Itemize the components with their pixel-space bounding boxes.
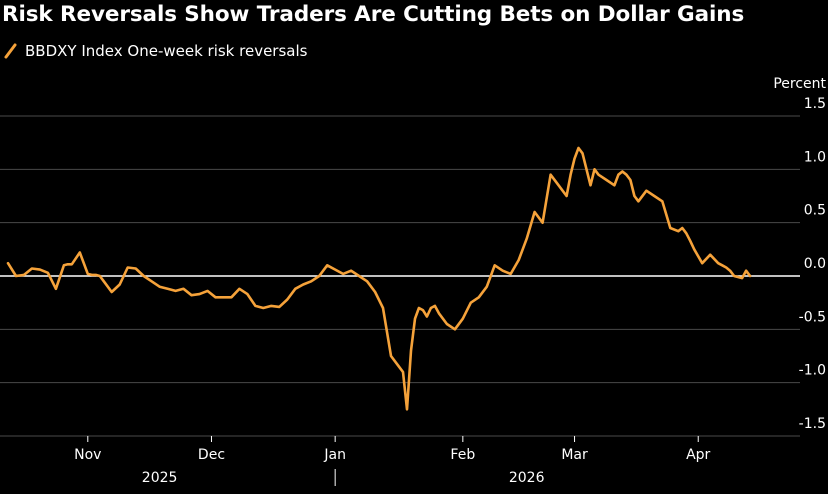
x-year-label: 2026 — [509, 470, 545, 486]
y-tick-label: -0.5 — [799, 309, 826, 325]
x-year-label: 2025 — [142, 470, 178, 486]
x-tick-label: Feb — [450, 447, 475, 463]
legend-swatch-line — [4, 43, 17, 59]
y-tick-label: -1.0 — [799, 363, 826, 379]
y-axis-unit-label: Percent — [773, 76, 826, 92]
y-tick-label: 0.5 — [804, 203, 826, 219]
y-axis-tick-labels: 1.5 1.0 0.5 0.0 -0.5 -1.0 -1.5 — [799, 96, 826, 432]
legend: BBDXY Index One-week risk reversals — [4, 42, 307, 60]
chart-title: Risk Reversals Show Traders Are Cutting … — [2, 2, 745, 27]
y-tick-label: 0.0 — [804, 256, 826, 272]
legend-swatch-icon — [4, 43, 17, 59]
series — [6, 146, 752, 411]
legend-label: BBDXY Index One-week risk reversals — [25, 42, 308, 60]
y-tick-label: -1.5 — [799, 416, 826, 432]
x-axis: Nov Dec Jan Feb Mar Apr 2025 2026 — [74, 436, 711, 486]
x-tick-label: Apr — [686, 447, 710, 463]
gridlines — [0, 115, 800, 437]
y-tick-label: 1.5 — [804, 96, 826, 112]
x-tick-label: Mar — [561, 447, 588, 463]
x-tick-label: Nov — [74, 447, 101, 463]
x-tick-label: Dec — [198, 447, 225, 463]
y-tick-label: 1.0 — [804, 149, 826, 165]
x-tick-label: Jan — [323, 447, 346, 463]
series-line-0 — [6, 146, 752, 411]
